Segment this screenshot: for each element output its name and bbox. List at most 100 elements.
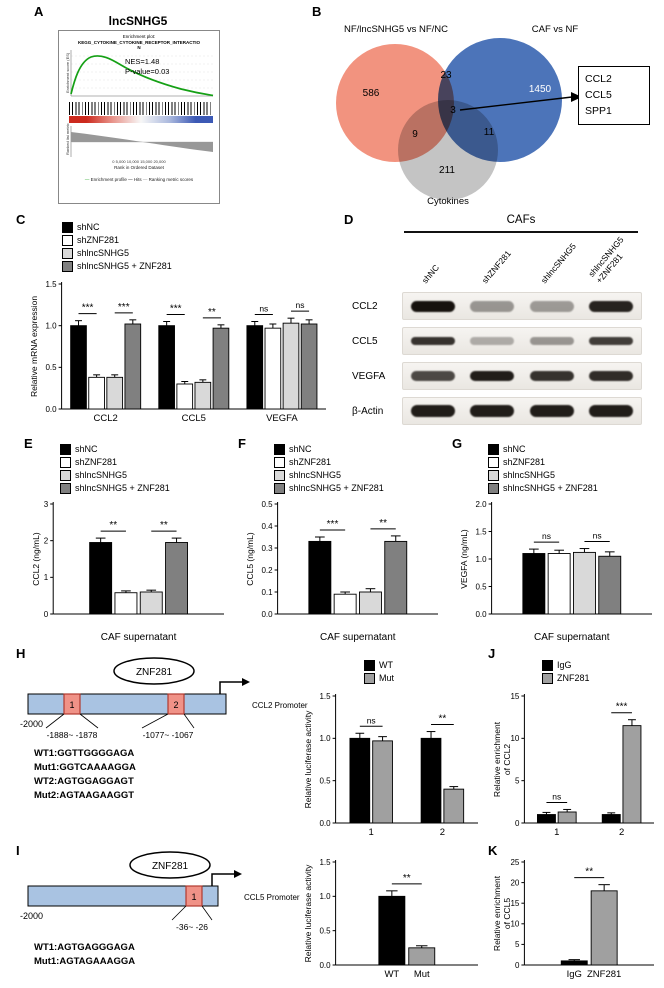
panel-letter-E: E <box>24 436 33 451</box>
bar <box>88 376 105 410</box>
legend-swatch <box>274 444 285 455</box>
bar <box>246 325 264 410</box>
y-tick-label: 1.5 <box>319 858 331 867</box>
bar <box>622 725 642 824</box>
legend-swatch <box>364 673 375 684</box>
y-tick-label: 1.0 <box>45 321 57 330</box>
x-axis-title: CAF supernatant <box>101 632 177 643</box>
line <box>79 713 99 729</box>
legend-item: shNC <box>274 444 384 455</box>
bar <box>384 540 408 615</box>
sig-label: ns <box>259 304 268 314</box>
bar <box>349 737 371 824</box>
legend-swatch <box>62 222 73 233</box>
chart-panel-c: shNC shZNF281 shlncSNHG5 shlncSNHG5 + ZNF28… <box>28 222 334 428</box>
category-label: CCL5 <box>182 413 206 424</box>
y-axis-title: CCL2 (ng/mL) <box>31 532 41 586</box>
promoter-label: CCL2 Promoter <box>252 701 308 710</box>
gsea-header: Enrichment plot: KEGG_CYTOKINE_CYTOKINE_… <box>60 34 218 51</box>
legend-item: shlncSNHG5 + ZNF281 <box>274 483 384 494</box>
legend-swatch <box>274 470 285 481</box>
blot-band <box>470 405 515 417</box>
legend: shNC shZNF281 shlncSNHG5 shlncSNHG5 + ZNF28… <box>60 444 170 494</box>
blot-row: CCL5 <box>352 327 642 355</box>
blot-row: β-Actin <box>352 397 642 425</box>
binding-site-2 <box>167 693 185 715</box>
bar-label: ZNF281 <box>587 969 621 980</box>
legend-swatch <box>60 444 71 455</box>
y-tick-label: 1.0 <box>319 892 331 901</box>
blot-band <box>470 371 515 381</box>
chart-panel-f: shNC shZNF281 shlncSNHG5 shlncSNHG5 + ZNF28… <box>244 444 444 648</box>
legend-item: shNC <box>488 444 598 455</box>
sig-label: *** <box>327 519 339 530</box>
chart-panel-i-luciferase: 0.0 0.5 1.0 1.5 Relative luciferase activity… <box>302 856 487 984</box>
legend-dash-hits: — <box>128 177 133 182</box>
legend-label: shlncSNHG5 <box>289 470 342 480</box>
sig-label: *** <box>616 702 628 713</box>
legend-label: shlncSNHG5 <box>75 470 128 480</box>
blot-band <box>410 405 455 417</box>
panel-letter-D: D <box>344 212 354 227</box>
legend-label: shlncSNHG5 + ZNF281 <box>503 483 598 493</box>
tspan: Relative enrichment <box>492 721 502 797</box>
legend-label: shNC <box>75 444 98 454</box>
legend: WT Mut <box>364 660 394 684</box>
y-tick-label: 0.1 <box>261 588 273 597</box>
line <box>171 905 187 921</box>
blot-strip <box>402 327 642 355</box>
blot-band <box>410 337 455 345</box>
gsea-pvalue: P-value=0.03 <box>125 67 170 77</box>
bar-chart-vegfa-elisa: 0.0 0.5 1.0 1.5 2.0 VEGFA (ng/mL) CAF supernat… <box>459 500 652 643</box>
y-tick-label: 20 <box>510 878 519 887</box>
sig-label: *** <box>82 303 94 314</box>
blot-band <box>410 371 455 381</box>
lane-label-1: shNC <box>419 262 442 286</box>
gsea-hits-barcode <box>69 102 213 115</box>
tspan: of CCL2 <box>502 744 512 775</box>
gsea-title: lncSNHG5 <box>108 14 168 28</box>
y-tick-label: 0 <box>515 961 520 970</box>
sig-label: ns <box>542 531 551 541</box>
site-2-number: 2 <box>173 700 178 710</box>
bar <box>443 788 465 824</box>
y-tick-label: 15 <box>510 899 519 908</box>
gene-ccl2: CCL2 <box>585 73 612 85</box>
y-tick-label: 10 <box>510 920 519 929</box>
bar <box>139 591 163 615</box>
x-axis-title: CAF supernatant <box>320 632 396 643</box>
tspan: Relative luciferase activity <box>303 710 313 809</box>
blot-rows: CCL2 CCL5 VEGFA β-Actin <box>352 292 642 432</box>
bar <box>358 591 382 615</box>
ccl2-promoter-diagram: ZNF281 CCL2 Promoter -2000 1 2 -1888~ -1… <box>20 657 308 801</box>
sig-label: *** <box>118 302 130 313</box>
bar <box>557 811 577 824</box>
y-tick-label: 0.4 <box>261 522 273 531</box>
legend-item: shZNF281 <box>62 235 172 246</box>
y-tick-label: 0.0 <box>261 610 273 619</box>
y-tick-label: 0.5 <box>45 363 57 372</box>
venn-count-right: 1450 <box>528 84 552 95</box>
blot-header-line <box>404 231 638 233</box>
legend-item: Mut <box>364 673 394 684</box>
blot-row-label: VEGFA <box>352 370 386 382</box>
gsea-legend: — Enrichment profile — Hits — Ranking me… <box>59 177 219 182</box>
gsea-x-axis-label: Rank in Ordered Dataset <box>114 165 164 170</box>
bar <box>70 325 87 410</box>
legend-label: shlncSNHG5 + ZNF281 <box>75 483 170 493</box>
y-tick-label: 1.5 <box>45 280 57 289</box>
y-axis-title: Relative luciferase activity <box>303 864 313 963</box>
legend-profile-label: Enrichment profile <box>90 177 127 182</box>
legend-label: shlncSNHG5 + ZNF281 <box>77 261 172 271</box>
legend-label: shZNF281 <box>75 457 118 467</box>
panel-letter-H: H <box>16 646 26 661</box>
gsea-plot: Enrichment plot: KEGG_CYTOKINE_CYTOKINE_… <box>58 30 220 204</box>
bar-chart-ccl2-chip: 0 5 10 15 Relative enrichmentof CCL2 1 2 ns *** <box>492 692 654 838</box>
tspan: Relative mRNA expression <box>29 296 39 397</box>
venn-count-left-bottom: 9 <box>412 129 418 140</box>
bar <box>165 542 189 615</box>
blot-strip <box>402 397 642 425</box>
legend: shNC shZNF281 shlncSNHG5 shlncSNHG5 + ZNF28… <box>274 444 384 494</box>
bar-chart-ccl2-luciferase: 0.0 0.5 1.0 1.5 Relative luciferase activity… <box>303 692 478 838</box>
